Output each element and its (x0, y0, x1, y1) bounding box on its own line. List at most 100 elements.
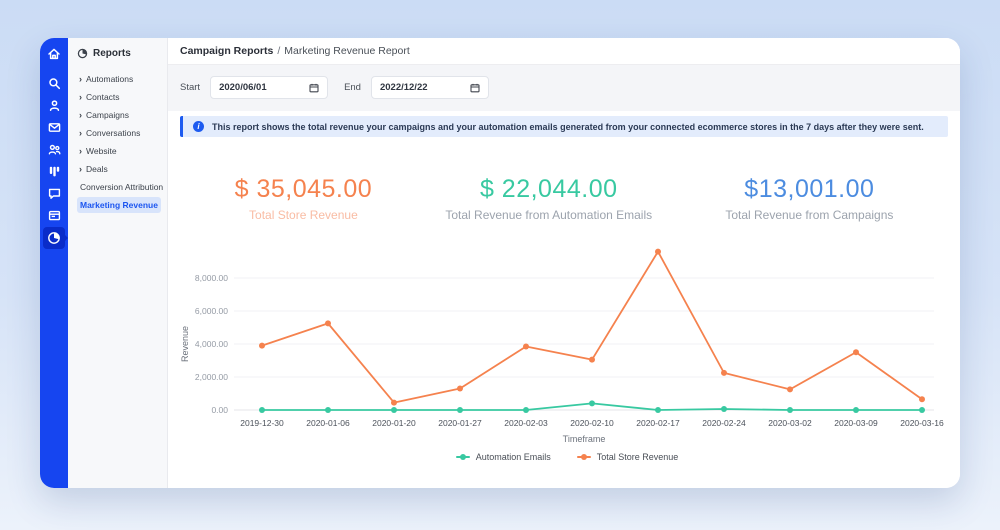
nav-item-deals[interactable]: › Deals (77, 161, 161, 177)
team-icon[interactable] (43, 139, 65, 160)
data-point[interactable] (523, 407, 529, 413)
data-point[interactable] (655, 407, 661, 413)
data-point[interactable] (787, 386, 793, 393)
x-tick-label: 2020-03-16 (900, 418, 944, 428)
y-tick-label: 6,000.00 (195, 306, 228, 316)
legend-label: Total Store Revenue (596, 452, 679, 462)
nav-item-automations[interactable]: › Automations (77, 71, 161, 87)
reports-icon[interactable] (43, 227, 68, 249)
y-axis-title: Revenue (180, 326, 190, 362)
nav-item-label: Marketing Revenue (80, 200, 158, 210)
data-point[interactable] (259, 342, 265, 349)
data-point[interactable] (259, 407, 265, 413)
chevron-right-icon: › (79, 163, 82, 174)
x-tick-label: 2019-12-30 (240, 418, 284, 428)
legend-item[interactable]: Automation Emails (455, 452, 551, 462)
chevron-right-icon: › (79, 127, 82, 138)
home-icon[interactable] (43, 43, 65, 64)
email-icon[interactable] (43, 117, 65, 138)
breadcrumb-page: Marketing Revenue Report (284, 45, 410, 57)
data-point[interactable] (523, 343, 529, 350)
y-tick-label: 2,000.00 (195, 372, 228, 382)
data-point[interactable] (325, 320, 331, 327)
data-point[interactable] (391, 407, 397, 413)
revenue-chart: 0.00 2,000.00 4,000.00 6,000.00 8,000.00 2019… (168, 238, 960, 462)
x-tick-label: 2020-02-03 (504, 418, 548, 428)
x-tick-label: 2020-02-17 (636, 418, 680, 428)
contacts-icon[interactable] (43, 95, 65, 116)
calendar-icon[interactable] (470, 83, 480, 93)
start-date-input[interactable]: 2020/06/01 (210, 76, 329, 99)
calendar-icon[interactable] (309, 83, 319, 93)
x-tick-label: 2020-01-06 (306, 418, 350, 428)
stat-total-store-revenue: $ 35,045.00 Total Store Revenue (235, 175, 373, 222)
stat-value: $ 35,045.00 (234, 175, 373, 203)
start-date-label: Start (180, 82, 201, 93)
breadcrumb-section[interactable]: Campaign Reports (180, 45, 274, 57)
nav-item-label: Conversations (86, 128, 141, 138)
nav-item-label: Campaigns (86, 110, 129, 120)
data-point[interactable] (919, 396, 925, 403)
nav-item-conversations[interactable]: › Conversations (77, 125, 161, 141)
data-point[interactable] (919, 407, 925, 413)
legend-label: Automation Emails (475, 452, 551, 462)
legend-marker (576, 454, 591, 460)
legend-item[interactable]: Total Store Revenue (576, 452, 679, 462)
data-point[interactable] (721, 369, 727, 376)
nav-item-label: Automations (86, 74, 134, 84)
data-point[interactable] (325, 407, 331, 413)
x-tick-label: 2020-03-02 (768, 418, 812, 428)
nav-item-contacts[interactable]: › Contacts (77, 89, 161, 105)
stat-value: $ 22,044.00 (479, 175, 618, 203)
reports-nav-header: Reports (77, 48, 167, 59)
series-line (261, 250, 923, 404)
stats-row: $ 35,045.00 Total Store Revenue $ 22,044… (168, 137, 960, 222)
data-point[interactable] (655, 248, 661, 255)
revenue-chart-svg: 0.00 2,000.00 4,000.00 6,000.00 8,000.00 2019… (180, 248, 944, 444)
data-point[interactable] (589, 400, 595, 407)
app-window: Reports › Automations › Contacts › Campa… (40, 38, 960, 488)
x-tick-label: 2020-02-10 (570, 418, 614, 428)
data-point[interactable] (853, 349, 859, 356)
chat-icon[interactable] (43, 183, 65, 204)
data-point[interactable] (589, 356, 595, 363)
x-tick-label: 2020-02-24 (702, 418, 746, 428)
data-point[interactable] (787, 407, 793, 413)
billing-icon[interactable] (43, 205, 65, 226)
end-date-input[interactable]: 2022/12/22 (370, 76, 489, 99)
data-point[interactable] (457, 407, 463, 413)
end-date-label: End (344, 82, 361, 93)
nav-item-label: Conversion Attribution (80, 182, 164, 192)
reports-pie-icon (77, 48, 88, 59)
y-tick-label: 8,000.00 (195, 273, 228, 283)
x-axis-title: Timeframe (563, 434, 606, 444)
reports-nav-title: Reports (93, 48, 131, 59)
y-tick-label: 4,000.00 (195, 339, 228, 349)
x-tick-label: 2020-01-20 (372, 418, 416, 428)
info-banner-text: This report shows the total revenue your… (212, 121, 924, 132)
chevron-right-icon: › (79, 145, 82, 156)
chevron-right-icon: › (79, 73, 82, 84)
chart-legend: Automation Emails Total Store Revenue (174, 452, 960, 462)
breadcrumb: Campaign Reports / Marketing Revenue Rep… (168, 38, 960, 65)
stat-value: $13,001.00 (744, 175, 875, 203)
data-point[interactable] (721, 406, 727, 413)
nav-item-label: Contacts (86, 92, 120, 102)
data-point[interactable] (853, 407, 859, 413)
nav-item-website[interactable]: › Website (77, 143, 161, 159)
x-tick-label: 2020-01-27 (438, 418, 482, 428)
search-icon[interactable] (43, 73, 65, 94)
stat-label: Total Store Revenue (249, 208, 358, 222)
stat-label: Total Revenue from Automation Emails (445, 208, 653, 222)
reports-nav: Reports › Automations › Contacts › Campa… (68, 38, 168, 488)
nav-item-marketing-revenue[interactable]: Marketing Revenue (77, 197, 161, 213)
date-filter-bar: Start 2020/06/01 End 2022/12/22 (168, 65, 960, 111)
data-point[interactable] (391, 399, 397, 406)
breadcrumb-separator: / (277, 45, 281, 57)
nav-item-label: Deals (86, 164, 108, 174)
nav-item-conversion-attribution[interactable]: Conversion Attribution (77, 179, 164, 195)
pipeline-icon[interactable] (43, 161, 65, 182)
info-banner: i This report shows the total revenue yo… (180, 116, 948, 137)
data-point[interactable] (457, 385, 463, 392)
nav-item-campaigns[interactable]: › Campaigns (77, 107, 161, 123)
